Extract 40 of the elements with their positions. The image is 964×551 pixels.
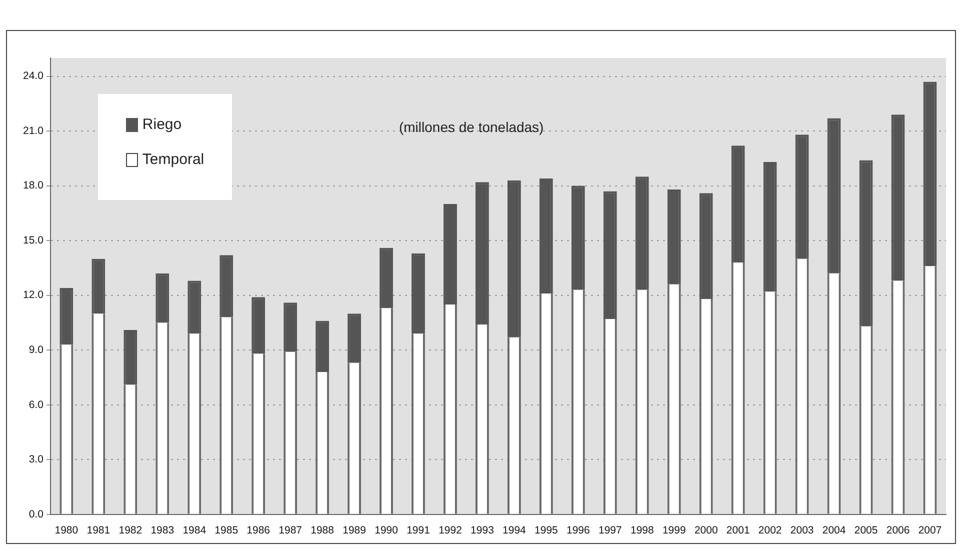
y-tick-label: 3.0 <box>28 454 44 466</box>
x-tick-label: 1981 <box>86 524 110 537</box>
x-tick-label: 1986 <box>246 524 270 537</box>
y-tick-label: 21.0 <box>23 124 44 137</box>
y-tick-label: 12.0 <box>23 289 44 302</box>
x-tick-label: 1994 <box>502 524 526 537</box>
x-tick-label: 2006 <box>886 524 910 537</box>
x-tick-label: 1993 <box>470 524 494 537</box>
y-tick-label: 15.0 <box>23 234 44 246</box>
x-tick-label: 2004 <box>822 524 846 537</box>
x-tick-label: 1990 <box>374 524 398 537</box>
y-tick-label: 0.0 <box>28 508 44 520</box>
legend-label: Temporal <box>141 151 204 168</box>
x-tick-label: 1995 <box>534 524 558 537</box>
x-tick-label: 1983 <box>150 524 174 537</box>
x-tick-label: 1999 <box>662 524 686 537</box>
x-tick-label: 2003 <box>790 524 814 537</box>
x-tick-label: 1982 <box>118 524 142 537</box>
x-tick-label: 1996 <box>566 524 590 537</box>
x-tick-label: 2007 <box>918 524 942 537</box>
x-tick-label: 1992 <box>438 524 462 537</box>
annotation: (millones de toneladas) <box>398 119 544 135</box>
x-tick-label: 2000 <box>694 524 718 537</box>
x-tick-label: 2002 <box>758 524 782 537</box>
x-tick-label: 2001 <box>726 524 750 537</box>
x-tick-label: 1997 <box>598 524 622 537</box>
x-tick-label: 1987 <box>278 524 302 537</box>
x-tick-label: 1991 <box>406 524 430 537</box>
x-tick-label: 2005 <box>854 524 878 537</box>
x-tick-label: 1984 <box>182 524 206 537</box>
x-tick-label: 1980 <box>54 524 78 537</box>
x-tick-label: 1985 <box>214 524 238 537</box>
x-tick-label: 1988 <box>310 524 334 537</box>
y-tick-label: 24.0 <box>23 70 44 82</box>
y-tick-label: 6.0 <box>28 398 44 411</box>
y-tick-label: 9.0 <box>28 344 44 356</box>
x-tick-label: 1989 <box>342 524 366 537</box>
y-tick-label: 18.0 <box>23 180 44 192</box>
x-tick-label: 1998 <box>630 524 654 537</box>
legend-label: Riego <box>141 116 183 133</box>
